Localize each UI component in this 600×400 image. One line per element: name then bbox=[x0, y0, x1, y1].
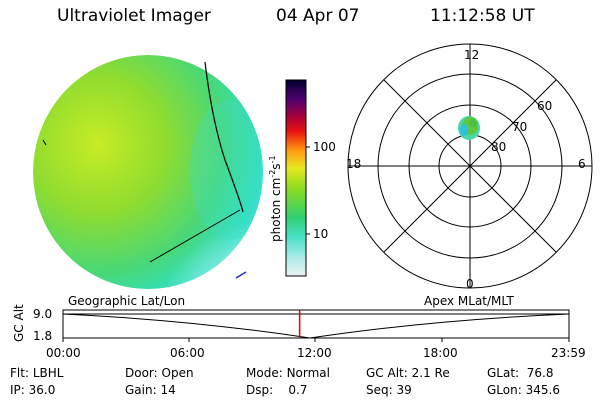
timeline-tick-1200: 12:00 bbox=[297, 346, 332, 360]
orbit-mark bbox=[235, 271, 247, 279]
observation-time: 11:12:58 UT bbox=[430, 6, 535, 26]
mlt-label-12: 12 bbox=[464, 48, 480, 62]
info-gain: Gain: 14 bbox=[125, 383, 176, 397]
info-glat: GLat: 76.8 bbox=[487, 366, 554, 380]
colorbar-tick-100: 100 bbox=[313, 140, 336, 154]
timeline-y-top: 9.0 bbox=[33, 307, 53, 321]
lat-label-80: 80 bbox=[491, 140, 507, 154]
info-ip: IP: 36.0 bbox=[10, 383, 56, 397]
lat-label-70: 70 bbox=[512, 120, 528, 134]
polar-plot bbox=[347, 43, 593, 289]
mlt-label-6: 6 bbox=[578, 157, 586, 171]
info-glon: GLon: 345.6 bbox=[487, 383, 560, 397]
info-gc-alt: GC Alt: 2.1 Re bbox=[366, 366, 450, 380]
mlt-label-18: 18 bbox=[346, 157, 362, 171]
aurora-blob bbox=[458, 116, 480, 140]
grid-mark bbox=[42, 139, 47, 146]
instrument-title: Ultraviolet Imager bbox=[57, 6, 211, 26]
mlt-label-0: 0 bbox=[466, 277, 474, 291]
info-door: Door: Open bbox=[125, 366, 194, 380]
info-mode: Mode: Normal bbox=[246, 366, 330, 380]
timeline-right-caption: Apex MLat/MLT bbox=[424, 294, 514, 308]
timeline-tick-0000: 00:00 bbox=[46, 346, 81, 360]
colorbar-unit-label: photon cm-2s-1 bbox=[268, 155, 283, 242]
auroral-image-panel bbox=[33, 55, 263, 289]
timeline-left-caption: Geographic Lat/Lon bbox=[68, 294, 186, 308]
timeline-tick-0600: 06:00 bbox=[170, 346, 205, 360]
lat-label-60: 60 bbox=[537, 99, 553, 113]
info-filter: Flt: LBHL bbox=[10, 366, 64, 380]
meridian-line bbox=[149, 209, 241, 263]
timeline-y-bottom: 1.8 bbox=[33, 329, 53, 343]
color-scale-bar bbox=[285, 79, 310, 277]
info-dsp: Dsp: 0.7 bbox=[246, 383, 308, 397]
info-seq: Seq: 39 bbox=[366, 383, 412, 397]
colorbar-tick-10: 10 bbox=[313, 227, 329, 241]
altitude-curve bbox=[62, 313, 570, 339]
timeline-tick-1800: 18:00 bbox=[423, 346, 458, 360]
timeline-tick-2359: 23:59 bbox=[551, 346, 586, 360]
terminator-line bbox=[204, 61, 244, 213]
altitude-timeline bbox=[62, 309, 570, 342]
observation-date: 04 Apr 07 bbox=[276, 6, 360, 26]
